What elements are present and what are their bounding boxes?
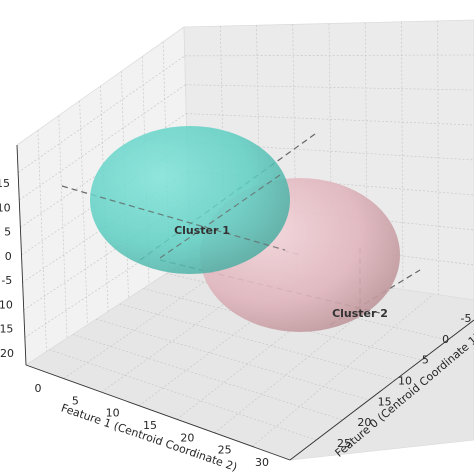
- z-tick-label: -10: [0, 298, 13, 311]
- x-tick-label: 5: [72, 394, 79, 407]
- x-tick-label: 20: [180, 431, 194, 444]
- z-tick-label: -20: [0, 347, 14, 360]
- y-tick-label: 0: [442, 333, 449, 346]
- x-axis-line: [25, 364, 291, 461]
- y-tick-label: 15: [378, 395, 392, 408]
- x-tick-label: 30: [255, 456, 269, 469]
- y-axis-line: [289, 319, 474, 461]
- gridline: [49, 349, 317, 441]
- x-tick-label: 25: [218, 444, 232, 457]
- z-tick-label: 5: [4, 226, 11, 239]
- dashed-front-lines: [99, 174, 286, 259]
- z-tick-label: 15: [0, 177, 10, 190]
- gridline: [79, 100, 88, 325]
- y-tick-label: 20: [357, 416, 371, 429]
- x-tick-label: 15: [143, 419, 157, 432]
- y-tick-label: 5: [422, 354, 429, 367]
- x-tick-label: 0: [35, 382, 42, 395]
- z-tick-labels: -20 -15 -10 -5 0 5 10 15: [0, 177, 14, 360]
- gridline: [401, 21, 404, 290]
- y-tick-labels: 25 20 15 10 50 -5: [337, 312, 471, 450]
- x-tick-labels: 0 5 10 15 20 25 30: [35, 382, 270, 469]
- cluster-1-sphere: [90, 126, 290, 274]
- y-tick-label: -5: [461, 312, 472, 325]
- x-tick-label: 10: [106, 407, 120, 420]
- gridline: [437, 20, 439, 295]
- front-line-2: [159, 174, 281, 259]
- gridline: [101, 269, 272, 393]
- gridline: [185, 84, 474, 91]
- y-tick-label: 25: [337, 437, 351, 450]
- gridline: [72, 334, 343, 421]
- front-line-1: [99, 196, 286, 251]
- cluster-1-label: Cluster 1: [174, 224, 230, 237]
- gridline: [37, 130, 47, 352]
- gridline: [63, 263, 231, 379]
- y-tick-label: 10: [398, 375, 412, 388]
- cluster-2-label: Cluster 2: [332, 307, 388, 320]
- z-tick-label: -5: [1, 274, 12, 287]
- z-tick-label: -15: [0, 323, 13, 336]
- gridline: [58, 115, 68, 339]
- gridline: [252, 293, 434, 447]
- helper-line-2: [139, 133, 316, 261]
- z-tick-label: 0: [5, 250, 12, 263]
- gridline: [184, 54, 474, 57]
- z-tick-label: 10: [0, 201, 11, 214]
- z-axis-line: [16, 144, 27, 366]
